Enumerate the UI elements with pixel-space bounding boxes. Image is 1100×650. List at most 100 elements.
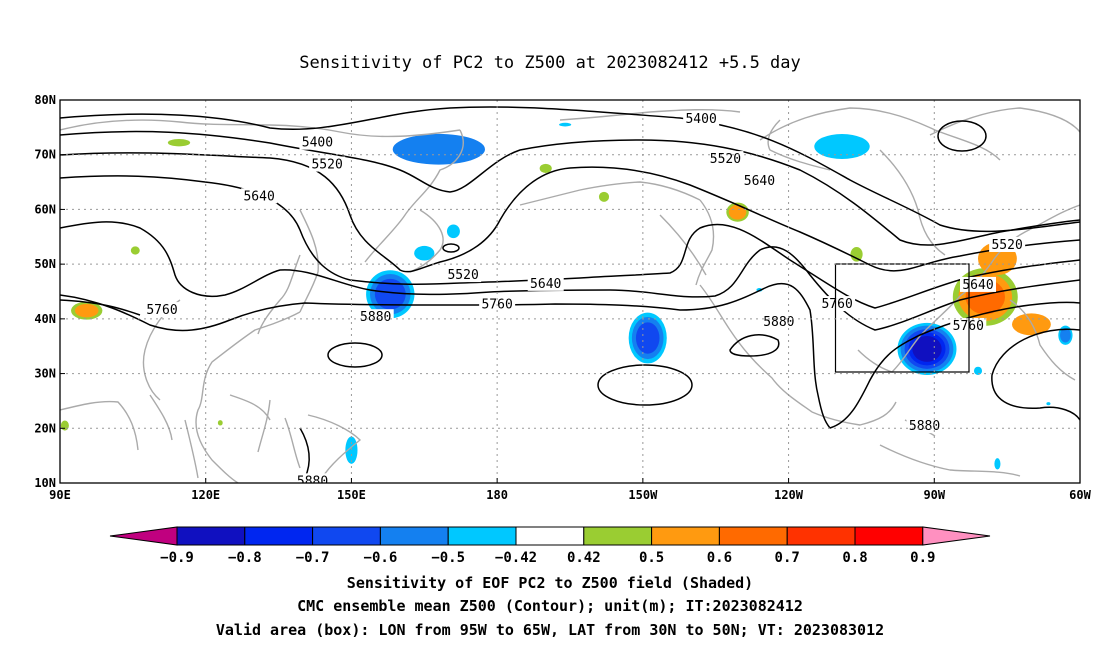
lat-tick-label: 40N — [34, 312, 56, 326]
sensitivity-shade — [728, 204, 747, 220]
colorbar-max-extension — [922, 526, 991, 546]
colorbar-swatch — [515, 526, 585, 546]
caption-line-2: CMC ensemble mean Z500 (Contour); unit(m… — [297, 597, 803, 615]
lon-tick-label: 120W — [774, 488, 804, 502]
colorbar: −0.9 −0.8 −0.7 −0.6 −0.5 −0.42 0.42 0.5 0.6 0.7 0.… — [109, 526, 991, 566]
colorbar-swatch — [176, 526, 246, 546]
lon-tick-label: 90W — [923, 488, 945, 502]
contour-label: 5880 — [297, 474, 328, 489]
contour-label: 5880 — [360, 310, 391, 325]
colorbar-swatch — [447, 526, 517, 546]
gridlines — [60, 100, 1080, 483]
lon-tick-label: 90E — [49, 488, 71, 502]
sensitivity-shade — [539, 163, 552, 173]
lat-tick-label: 20N — [34, 421, 56, 435]
contour-label: 5760 — [821, 297, 852, 312]
colorbar-label: −0.42 — [495, 550, 537, 566]
sensitivity-shade — [559, 122, 572, 127]
lon-tick-label: 150E — [337, 488, 366, 502]
colorbar-label: −0.7 — [296, 550, 330, 566]
colorbar-label: −0.9 — [160, 550, 194, 566]
contour-label: 5880 — [763, 315, 794, 330]
colorbar-label: 0.8 — [842, 550, 867, 566]
contour-label: 5520 — [447, 268, 478, 283]
contour-label: 5760 — [146, 303, 177, 318]
colorbar-label: 0.42 — [567, 550, 601, 566]
sensitivity-shade — [374, 278, 406, 310]
sensitivity-shade — [414, 245, 435, 261]
colorbar-swatch — [651, 526, 720, 546]
contour-label-bg — [294, 473, 331, 483]
caption-line-3: Valid area (box): LON from 95W to 65W, L… — [216, 621, 884, 639]
colorbar-swatch — [379, 526, 449, 546]
contour-label-bg — [950, 317, 987, 333]
lon-tick-label: 150W — [628, 488, 658, 502]
colorbar-label: 0.9 — [910, 550, 935, 566]
colorbar-swatch — [583, 526, 653, 546]
contour-label-bg — [683, 111, 720, 127]
contour-label: 5400 — [685, 112, 716, 127]
coastlines — [60, 107, 1080, 483]
sensitivity-shade — [1060, 328, 1071, 343]
lat-tick-label: 70N — [34, 148, 56, 162]
lon-tick-label: 60W — [1069, 488, 1091, 502]
contour-label-bg — [760, 314, 797, 330]
contour-label-bg — [906, 418, 943, 434]
contour-label-bg — [309, 156, 346, 172]
contour-label-bg — [241, 188, 278, 204]
sensitivity-shade — [598, 191, 610, 202]
colorbar-label: 0.7 — [775, 550, 800, 566]
z500-contours — [60, 106, 1080, 479]
contour-label: 5520 — [991, 238, 1022, 253]
sensitivity-shade — [217, 420, 223, 426]
sensitivity-shade — [814, 134, 870, 159]
lon-tick-label: 180 — [486, 488, 508, 502]
sensitivity-shade — [1046, 402, 1051, 406]
sensitivity-shade — [635, 322, 660, 354]
contour-label: 5760 — [953, 319, 984, 334]
lon-tick-label: 120E — [191, 488, 220, 502]
lat-tick-label: 80N — [34, 93, 56, 107]
colorbar-swatch — [312, 526, 381, 546]
colorbar-swatch — [718, 526, 788, 546]
contour-label: 5880 — [909, 419, 940, 434]
lat-tick-label: 50N — [34, 257, 56, 271]
sensitivity-shade — [850, 246, 863, 262]
sensitivity-shade — [167, 139, 191, 147]
contour-label: 5640 — [530, 277, 561, 292]
figure-title: Sensitivity of PC2 to Z500 at 2023082412… — [299, 53, 801, 73]
longitude-labels: 90E 120E 150E 180 150W 120W 90W 60W — [49, 478, 1092, 502]
contour-label-bg — [445, 267, 482, 283]
contour-label: 5640 — [962, 278, 993, 293]
colorbar-swatch — [244, 526, 314, 546]
contour-label: 5640 — [243, 189, 274, 204]
sensitivity-shade — [912, 335, 942, 362]
contour-label-bg — [707, 151, 744, 167]
contour-label: 5400 — [302, 136, 333, 151]
colorbar-label: 0.6 — [707, 550, 732, 566]
contour-label-bg — [299, 134, 336, 150]
lat-tick-label: 10N — [34, 476, 56, 490]
sensitivity-shade — [60, 420, 69, 431]
colorbar-swatch — [786, 526, 856, 546]
sensitivity-shade — [994, 458, 1001, 470]
colorbar-label: −0.8 — [228, 550, 262, 566]
lat-tick-label: 60N — [34, 202, 56, 216]
lat-tick-label: 30N — [34, 367, 56, 381]
sensitivity-shade — [74, 303, 99, 318]
sensitivity-shade — [392, 133, 485, 165]
colorbar-min-extension — [109, 526, 178, 546]
contour-label-bg — [819, 296, 856, 312]
caption-line-1: Sensitivity of EOF PC2 to Z500 field (Sh… — [347, 574, 753, 592]
contour-label-bg — [144, 302, 180, 318]
contour-label: 5640 — [744, 174, 775, 189]
colorbar-label: −0.6 — [364, 550, 398, 566]
valid-area-box — [834, 263, 970, 373]
contour-label-bg — [527, 275, 564, 291]
contour-label-bg — [989, 236, 1026, 252]
latitude-labels: 80N 70N 60N 50N 40N 30N 20N 10N — [34, 93, 65, 490]
sensitivity-shade — [345, 436, 358, 464]
